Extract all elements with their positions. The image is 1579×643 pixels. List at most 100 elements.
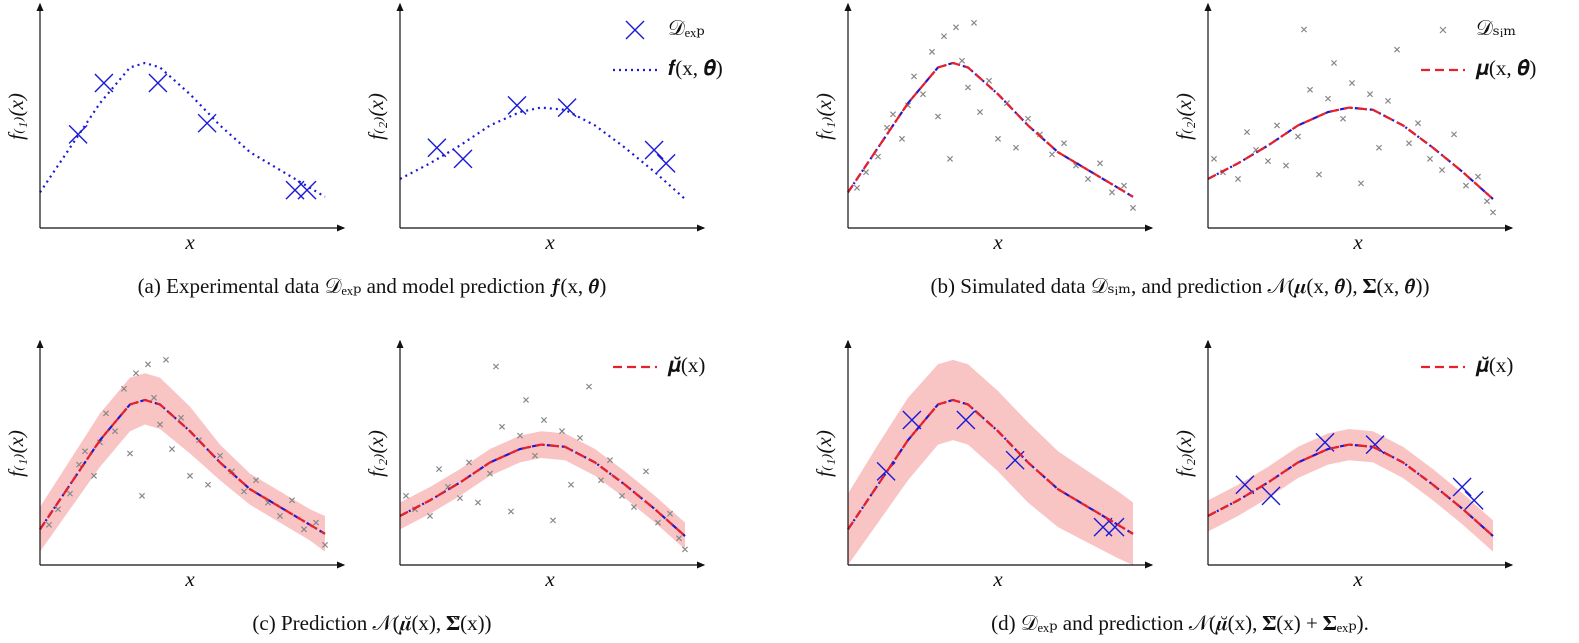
y-axis-label: f₍₁₎(x): [4, 430, 28, 477]
data-point: [558, 428, 566, 435]
y-axis-label: f₍₂₎(x): [364, 430, 388, 477]
caption: (b) Simulated data 𝒟ₛᵢₘ, and prediction …: [930, 274, 1429, 298]
x-axis-label: x: [1352, 230, 1363, 254]
data-point: [1235, 475, 1255, 495]
data-point: [111, 428, 119, 435]
data-point: [1339, 115, 1347, 122]
data-point: [1384, 97, 1392, 104]
data-point: [1300, 26, 1308, 33]
data-point: [958, 57, 966, 64]
data-point: [1261, 486, 1281, 506]
x-axis-label: x: [992, 230, 1003, 254]
data-point: [934, 113, 942, 120]
data-point: [883, 124, 891, 131]
data-point: [531, 452, 539, 459]
data-point: [456, 495, 464, 502]
y-axis-label: f₍₁₎(x): [812, 430, 836, 477]
data-point: [148, 73, 168, 93]
data-point: [516, 432, 524, 439]
data-point: [970, 19, 978, 26]
data-point: [300, 526, 308, 533]
data-point: [426, 512, 434, 519]
data-point: [1365, 435, 1385, 455]
data-point: [132, 370, 140, 377]
legend-label: 𝒟ₛᵢₘ: [1476, 16, 1516, 40]
data-point: [1024, 115, 1032, 122]
caption: (c) Prediction 𝒩(𝝁̆(x), 𝚺̆(x)): [252, 611, 491, 635]
chart: x f₍₁₎(x): [4, 339, 346, 591]
data-point: [585, 383, 593, 390]
data-point: [45, 521, 53, 528]
data-point: [642, 468, 650, 475]
curve-underlay: [39, 398, 326, 535]
data-point: [597, 477, 605, 484]
x-axis-label: x: [992, 567, 1003, 591]
confidence-band: [848, 359, 1133, 565]
data-point: [94, 73, 114, 93]
data-point: [498, 423, 506, 430]
data-point: [204, 481, 212, 488]
chart: x f₍₂₎(x) 𝝁̆(x): [1172, 339, 1513, 591]
data-point: [427, 138, 447, 158]
data-point: [120, 385, 128, 392]
data-point: [618, 492, 626, 499]
data-point: [1348, 80, 1356, 87]
data-point: [1294, 133, 1302, 140]
data-point: [862, 169, 870, 176]
chart: x f₍₂₎(x) 𝒟ₛᵢₘ 𝝁(x, 𝜽̂): [1172, 2, 1536, 254]
data-point: [952, 24, 960, 31]
data-point: [1324, 95, 1332, 102]
data-point: [465, 459, 473, 466]
legend-label: 𝝁̆(x): [667, 353, 705, 377]
data-point: [874, 153, 882, 160]
data-point: [1357, 180, 1365, 187]
data-point: [1315, 171, 1323, 178]
data-point: [902, 410, 922, 430]
chart: x f₍₁₎(x): [812, 2, 1154, 254]
curve: [39, 61, 326, 198]
data-point: [994, 135, 1002, 142]
confidence-band: [400, 431, 685, 550]
data-point: [946, 155, 954, 162]
caption: (d) 𝒟ₑₓₚ and prediction 𝒩(𝝁̆(x), 𝚺̆(x) +…: [991, 611, 1369, 635]
data-point: [606, 457, 614, 464]
data-point: [276, 512, 284, 519]
legend-label: 𝝁(x, 𝜽̂): [1475, 56, 1536, 80]
caption: (a) Experimental data 𝒟ₑₓₚ and model pre…: [138, 274, 607, 298]
data-point: [898, 135, 906, 142]
curve: [1207, 443, 1494, 537]
data-point: [186, 472, 194, 479]
x-axis-label: x: [1352, 567, 1363, 591]
data-point: [1234, 175, 1242, 182]
data-point: [1426, 155, 1434, 162]
curve: [847, 61, 1134, 198]
data-point: [1474, 173, 1482, 180]
curve: [399, 443, 686, 537]
legend-label: 𝝁̆(x): [1475, 353, 1513, 377]
legend-label: 𝒟ₑₓₚ: [668, 16, 705, 40]
data-point: [1414, 120, 1422, 127]
data-point: [985, 77, 993, 84]
data-point: [1048, 151, 1056, 158]
data-point: [1366, 91, 1374, 98]
legend-label: 𝒇(x, 𝜽̂): [668, 56, 723, 80]
data-point: [1060, 140, 1068, 147]
data-point: [1405, 140, 1413, 147]
data-point: [402, 492, 410, 499]
data-point: [288, 497, 296, 504]
data-point: [1036, 131, 1044, 138]
data-point: [168, 446, 176, 453]
data-point: [54, 506, 62, 513]
data-point: [486, 470, 494, 477]
data-point: [453, 149, 473, 169]
data-point: [1282, 162, 1290, 169]
curve-underlay: [1207, 106, 1494, 200]
chart: x f₍₂₎(x) 𝒟ₑₓₚ 𝒇(x, 𝜽̂): [364, 2, 723, 254]
data-point: [1264, 158, 1272, 165]
data-point: [1273, 122, 1281, 129]
data-point: [90, 472, 98, 479]
curve: [847, 398, 1134, 535]
data-point: [1108, 189, 1116, 196]
data-point: [630, 503, 638, 511]
